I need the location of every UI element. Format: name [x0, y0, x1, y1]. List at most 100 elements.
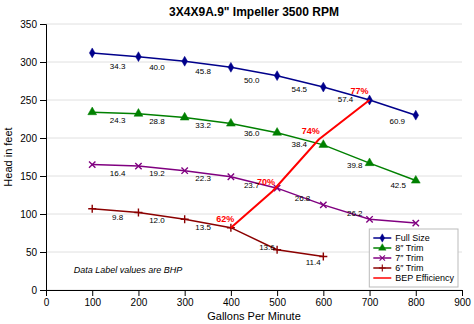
bhp-label: 60.9 — [389, 117, 405, 126]
legend-marker — [379, 244, 387, 251]
legend-marker — [379, 265, 386, 272]
axis-line — [40, 25, 47, 291]
tick: 100 — [20, 209, 46, 220]
efficiency-label: 77% — [350, 86, 368, 96]
tick-mark — [40, 24, 46, 25]
grid-line — [46, 100, 462, 101]
y-axis: 050100150200250300350 — [20, 19, 46, 296]
tick-mark — [40, 100, 46, 101]
bhp-label: 11.4 — [306, 258, 322, 267]
tick-label: 600 — [315, 297, 332, 308]
tick-mark — [416, 290, 417, 296]
title: 3X4X9A.9" Impeller 3500 RPM — [169, 5, 339, 19]
point-marker — [134, 208, 142, 216]
annotation: Data Label values are BHP — [74, 265, 183, 275]
tick-mark — [185, 290, 186, 296]
series-line — [92, 53, 416, 115]
efficiency-label: 62% — [216, 214, 234, 224]
bhp-label: 34.3 — [110, 62, 126, 71]
point-marker — [89, 48, 95, 58]
tick-label: 700 — [362, 297, 379, 308]
bhp-label: 22.3 — [195, 174, 211, 183]
grid — [46, 24, 462, 290]
tick-mark — [40, 176, 46, 177]
point-marker — [88, 205, 96, 213]
legend-marker — [380, 255, 385, 260]
tick-label: 500 — [269, 297, 286, 308]
bhp-label: 39.8 — [347, 161, 363, 170]
tick-mark — [92, 290, 93, 296]
legend-item: Full Size — [373, 233, 430, 243]
efficiency-label: 74% — [302, 126, 320, 136]
tick-mark — [40, 138, 46, 139]
x-axis-title: Gallons Per Minute — [207, 310, 301, 322]
tick: 400 — [223, 290, 240, 308]
y-axis-title: Head in feet — [2, 127, 14, 186]
bhp-label: 24.3 — [110, 116, 126, 125]
point-marker — [274, 71, 280, 81]
tick: 350 — [20, 19, 46, 30]
point-marker — [413, 220, 419, 226]
chart: 0 100 200 300 400 500 600 700 800 900 0 50 100 150 200… — [0, 0, 474, 324]
series-line — [231, 100, 370, 228]
legend-item: 6″ Trim — [373, 263, 423, 273]
bhp-label: 12.0 — [149, 216, 165, 225]
tick: 50 — [26, 247, 46, 258]
tick-label: 800 — [408, 297, 425, 308]
tick-label: 50 — [26, 247, 38, 258]
point-marker — [135, 163, 141, 169]
bhp-label: 26.2 — [347, 209, 363, 218]
legend-item: 8″ Trim — [373, 243, 423, 253]
point-marker — [226, 118, 235, 126]
point-marker — [180, 112, 189, 120]
tick-label: 200 — [131, 297, 148, 308]
tick-mark — [40, 214, 46, 215]
tick-mark — [40, 62, 46, 63]
tick: 900 — [454, 290, 471, 308]
bhp-label: 57.4 — [338, 95, 354, 104]
point-marker — [320, 82, 326, 92]
legend-label: Full Size — [395, 233, 430, 243]
tick-label: 150 — [20, 171, 37, 182]
tick-label: 200 — [20, 133, 37, 144]
bhp-label: 38.4 — [292, 140, 308, 149]
grid-line — [46, 176, 462, 177]
tick-mark — [462, 290, 463, 296]
legend-label: 6″ Trim — [395, 263, 423, 273]
tick-label: 100 — [84, 297, 101, 308]
point-marker — [228, 174, 234, 180]
point-marker — [136, 52, 142, 62]
tick-mark — [40, 290, 46, 291]
point-marker — [273, 128, 282, 136]
bhp-label: 28.8 — [149, 117, 165, 126]
point-marker — [181, 215, 189, 223]
point-marker — [181, 167, 187, 173]
efficiency-label: 70% — [257, 177, 275, 187]
tick: 700 — [362, 290, 379, 308]
axis-line — [47, 291, 463, 297]
tick-mark — [277, 290, 278, 296]
tick: 300 — [177, 290, 194, 308]
point-marker — [228, 62, 234, 72]
tick-mark — [138, 290, 139, 296]
tick: 0 — [44, 290, 50, 308]
tick-mark — [323, 290, 324, 296]
tick: 0 — [31, 285, 46, 296]
tick: 150 — [20, 171, 46, 182]
tick: 100 — [84, 290, 101, 308]
point-marker — [411, 175, 420, 183]
tick: 500 — [269, 290, 286, 308]
point-marker — [366, 216, 372, 222]
point-marker — [134, 109, 143, 117]
legend-label: BEP Efficiency — [395, 273, 454, 283]
tick-label: 900 — [454, 297, 471, 308]
tick: 800 — [408, 290, 425, 308]
tick: 600 — [315, 290, 332, 308]
bhp-label: 33.2 — [195, 121, 211, 130]
legend-box — [369, 229, 458, 287]
tick: 250 — [20, 95, 46, 106]
point-marker — [365, 158, 374, 166]
point-marker — [88, 107, 97, 115]
point-marker — [320, 202, 326, 208]
bhp-label: 19.2 — [149, 169, 165, 178]
